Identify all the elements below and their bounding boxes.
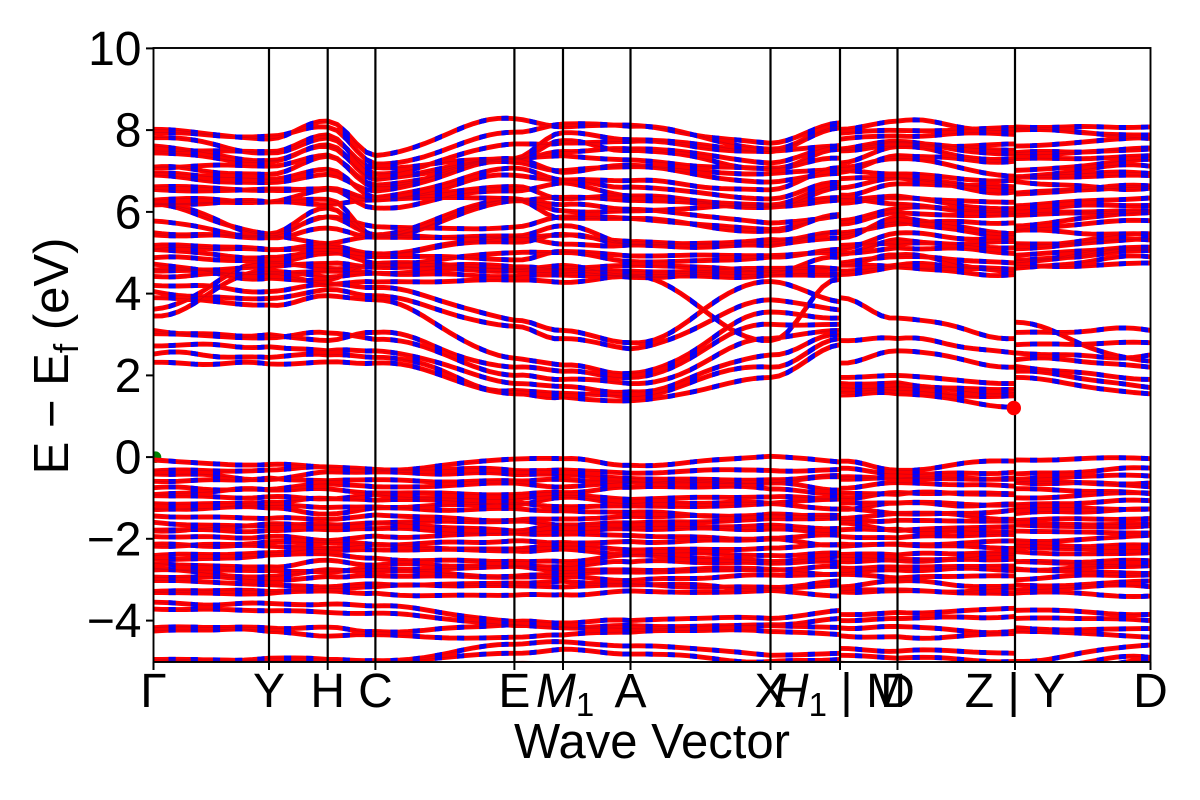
svg-text:M1: M1 — [536, 665, 594, 723]
svg-text:Z | Y: Z | Y — [965, 665, 1065, 718]
svg-text:H: H — [310, 665, 345, 718]
svg-text:D: D — [1133, 665, 1168, 718]
svg-text:6: 6 — [115, 186, 142, 239]
svg-text:C: C — [358, 665, 393, 718]
svg-text:X: X — [754, 665, 786, 718]
svg-text:E: E — [498, 665, 530, 718]
svg-text:A: A — [614, 665, 646, 718]
svg-text:E − Ef (eV): E − Ef (eV) — [25, 238, 86, 475]
svg-text:Y: Y — [253, 665, 285, 718]
svg-text:D: D — [880, 665, 915, 718]
svg-text:−2: −2 — [87, 513, 142, 566]
svg-text:2: 2 — [115, 350, 142, 403]
svg-text:8: 8 — [115, 105, 142, 158]
svg-text:10: 10 — [88, 23, 141, 76]
svg-text:H1 | M: H1 | M — [774, 665, 906, 723]
svg-text:Γ: Γ — [140, 665, 166, 718]
svg-text:0: 0 — [115, 432, 142, 485]
svg-text:Wave Vector: Wave Vector — [514, 715, 790, 769]
svg-text:−4: −4 — [87, 595, 142, 648]
svg-text:4: 4 — [115, 268, 142, 321]
